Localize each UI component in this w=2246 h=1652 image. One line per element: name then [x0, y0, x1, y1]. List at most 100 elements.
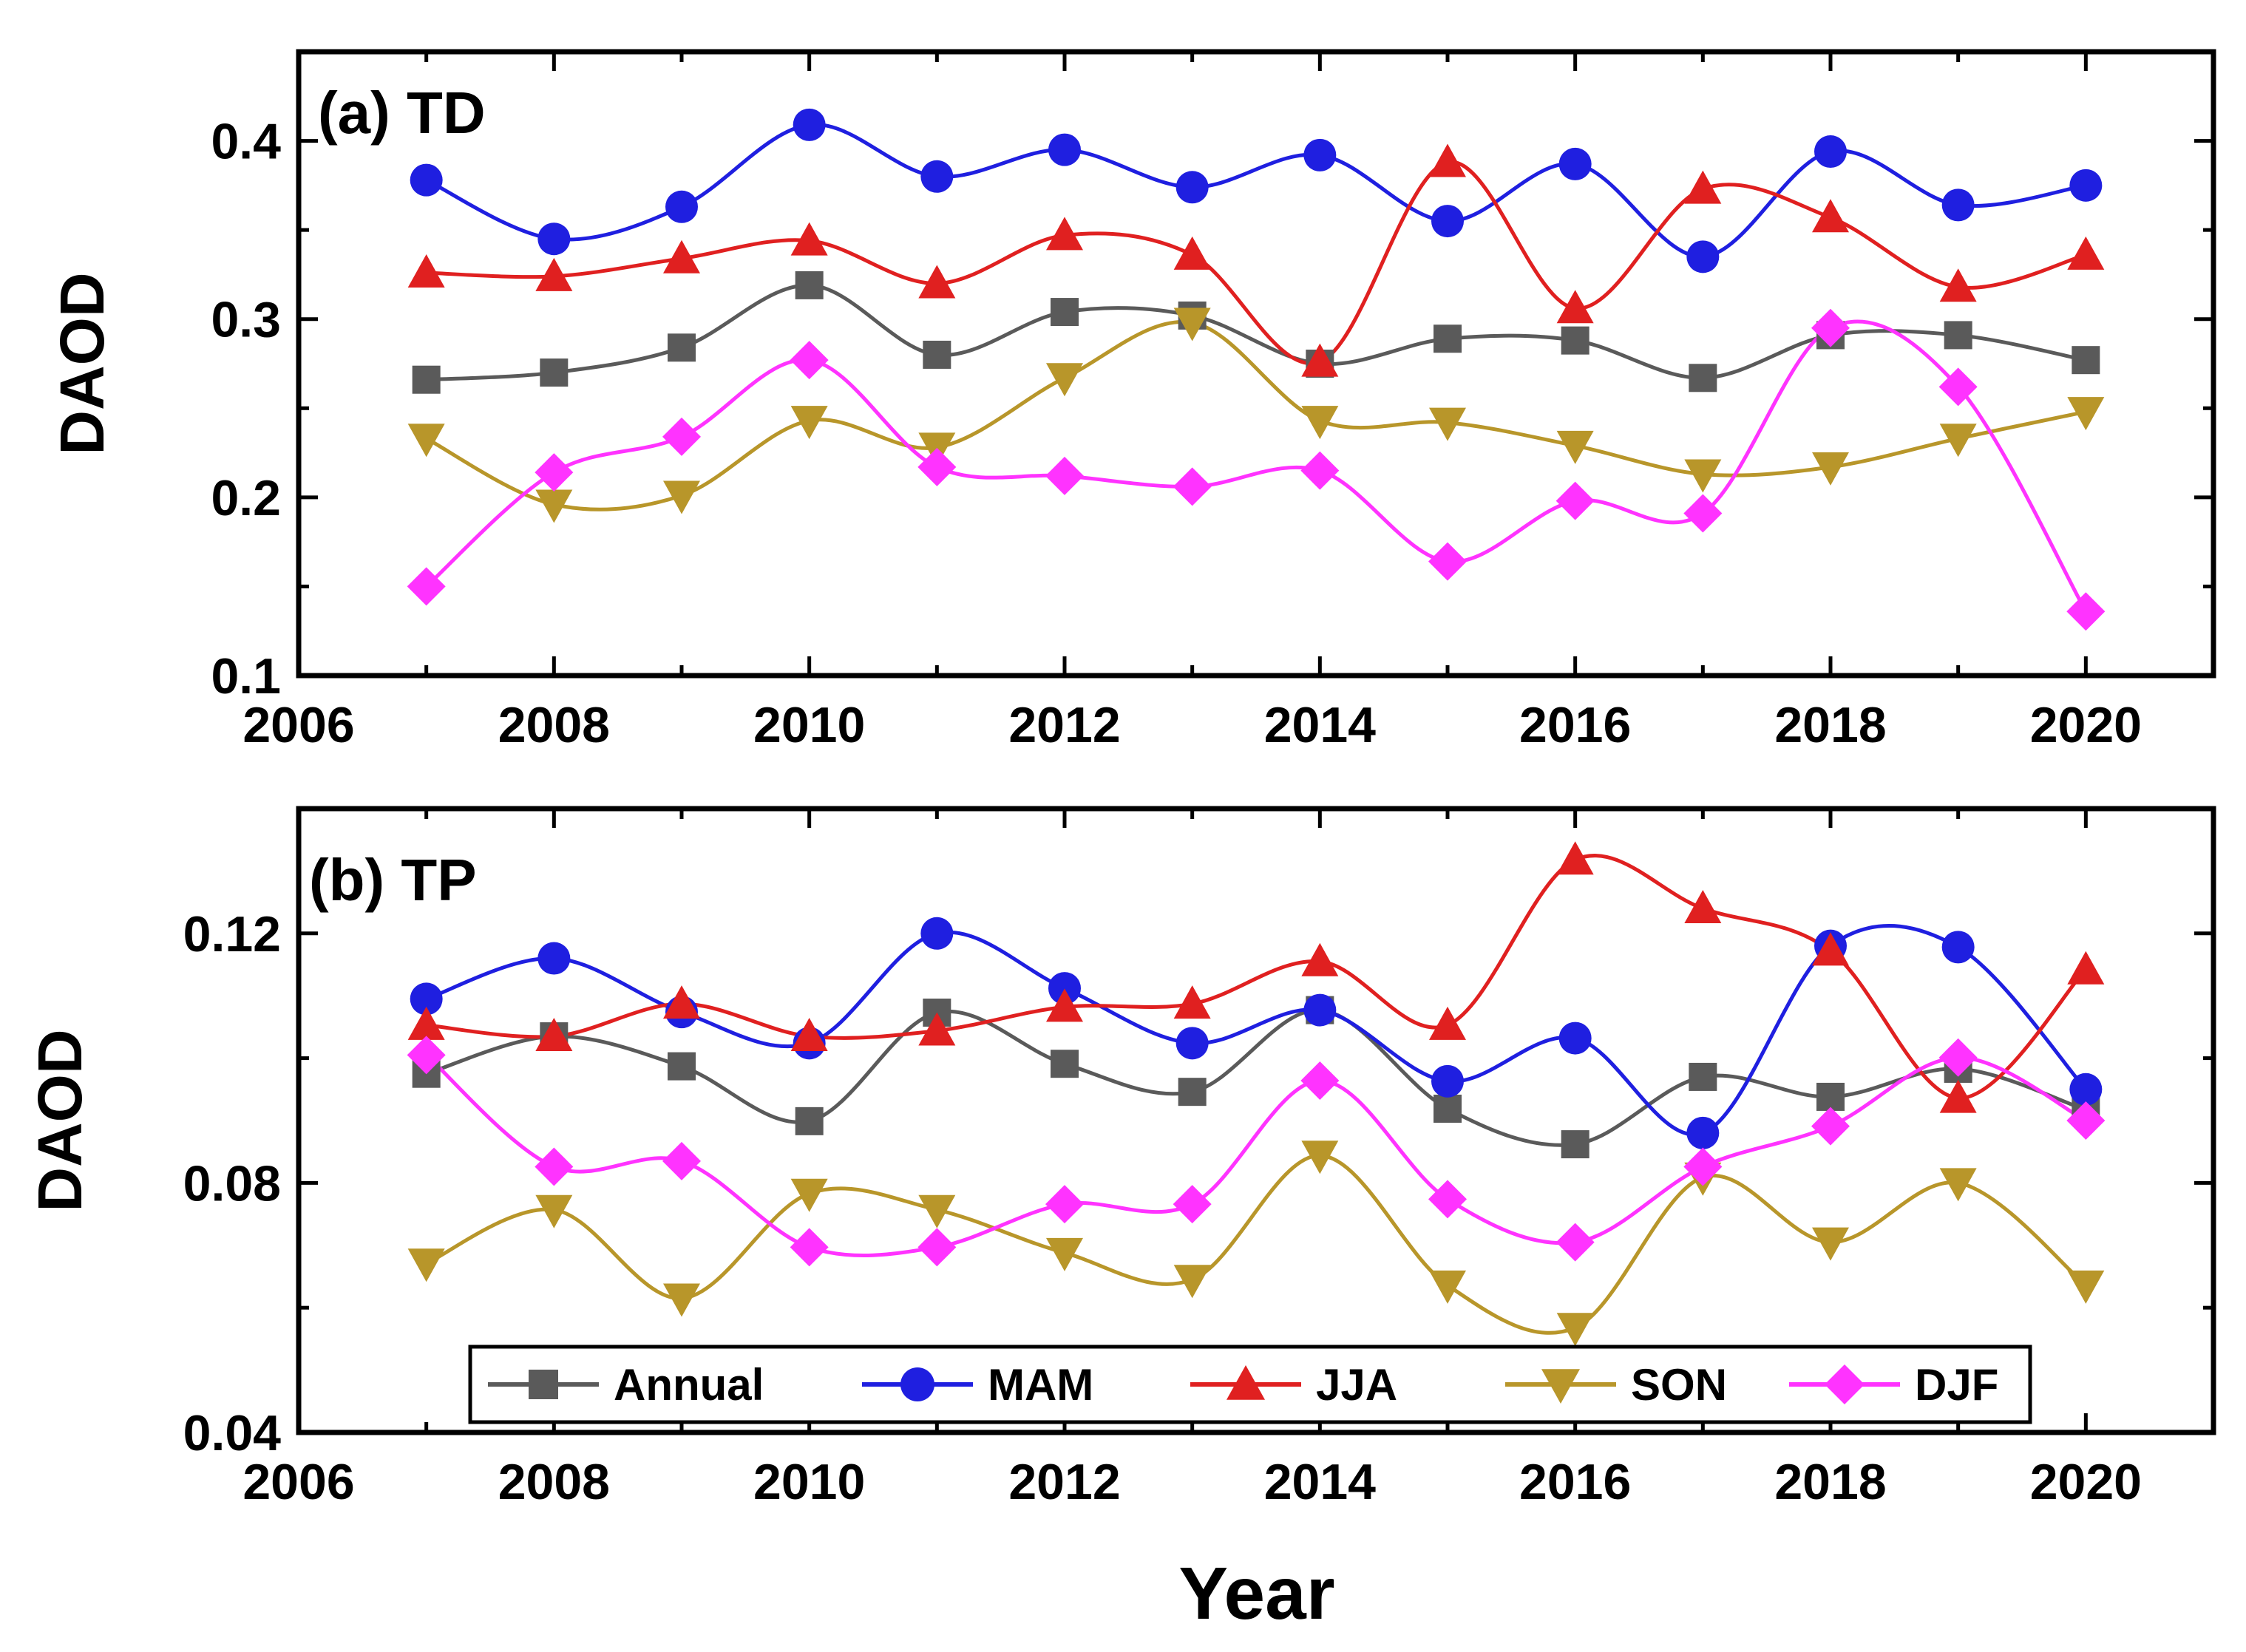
legend-marker-annual — [529, 1370, 558, 1399]
legend-label: JJA — [1316, 1360, 1397, 1410]
data-point-djf — [1555, 481, 1595, 520]
data-point-jja — [1939, 268, 1977, 302]
data-point-son — [1173, 1265, 1211, 1299]
x-tick-label: 2016 — [1519, 1454, 1631, 1510]
data-point-annual — [1178, 1078, 1207, 1107]
data-point-djf — [1811, 1107, 1850, 1146]
data-point-jja — [790, 1018, 828, 1052]
x-tick-label: 2014 — [1264, 697, 1376, 753]
data-point-son — [2067, 397, 2105, 431]
legend-marker-djf — [1825, 1364, 1865, 1404]
y-tick-label: 0.08 — [183, 1155, 281, 1211]
data-point-mam — [1686, 240, 1720, 273]
series-line-mam — [425, 123, 2086, 259]
data-point-jja — [1812, 932, 1849, 966]
legend-label: SON — [1631, 1360, 1727, 1410]
y-tick-label: 0.3 — [211, 292, 281, 348]
data-point-jja — [1556, 290, 1594, 324]
data-point-djf — [1683, 1147, 1723, 1186]
legend-label: MAM — [988, 1360, 1093, 1410]
data-point-mam — [1303, 138, 1337, 171]
data-point-annual — [1434, 1094, 1462, 1123]
x-tick-label: 2018 — [1774, 1454, 1886, 1510]
legend-item-son: SON — [1505, 1360, 1727, 1410]
data-point-son — [918, 1194, 956, 1228]
data-point-son — [407, 1248, 445, 1282]
data-point-mam — [1941, 188, 1975, 222]
data-point-jja — [407, 1006, 445, 1040]
data-point-mam — [1048, 972, 1081, 1005]
legend-marker-jja — [1227, 1365, 1265, 1400]
data-point-son — [535, 489, 573, 523]
series-line-annual — [426, 283, 2086, 382]
data-point-jja — [790, 222, 828, 256]
data-point-djf — [2066, 592, 2106, 631]
data-point-mam — [1431, 205, 1464, 238]
data-point-annual — [1051, 298, 1079, 327]
data-point-djf — [790, 341, 829, 380]
data-point-djf — [1428, 542, 1467, 581]
panel-td: 2006 2008 2010 2012 2014 2016 2018 2020 0.1 0.2 0.… — [47, 49, 2216, 753]
data-point-djf — [2066, 1101, 2106, 1140]
data-point-son — [790, 1178, 828, 1212]
data-point-djf — [1555, 1223, 1595, 1262]
x-axis-title: Year — [1178, 1552, 1334, 1635]
data-point-mam — [920, 160, 954, 193]
data-point-djf — [535, 1147, 574, 1186]
data-point-djf — [1811, 308, 1850, 347]
data-point-son — [1429, 1270, 1466, 1304]
legend-label: DJF — [1915, 1360, 1998, 1410]
y-tick-label: 0.04 — [183, 1405, 282, 1461]
data-point-son — [1939, 1168, 1977, 1202]
x-tick-label: 2006 — [242, 1454, 354, 1510]
data-point-son — [1812, 1227, 1849, 1261]
data-point-djf — [1045, 456, 1084, 495]
data-point-mam — [1558, 147, 1592, 180]
data-point-jja — [918, 1012, 956, 1046]
data-point-djf — [1938, 367, 1978, 407]
data-point-mam — [2069, 169, 2103, 202]
data-point-jja — [535, 257, 573, 291]
data-point-jja — [1684, 890, 1722, 924]
data-point-annual — [1434, 324, 1462, 353]
data-point-jja — [1301, 942, 1339, 976]
x-tick-label: 2008 — [498, 697, 610, 753]
data-point-mam — [1303, 993, 1337, 1027]
data-point-son — [2067, 1270, 2105, 1304]
data-point-djf — [1300, 1061, 1340, 1100]
data-point-jja — [1173, 236, 1211, 270]
x-tick-label: 2010 — [753, 1454, 865, 1510]
data-point-jja — [1684, 170, 1722, 204]
data-point-son — [1556, 430, 1594, 464]
data-point-djf — [1300, 451, 1340, 490]
x-tick-label: 2006 — [242, 697, 354, 753]
data-point-son — [663, 1283, 700, 1317]
data-point-jja — [1301, 343, 1339, 377]
data-point-son — [1812, 452, 1849, 486]
data-point-jja — [663, 985, 700, 1019]
series-line-son — [425, 1153, 2087, 1335]
data-point-annual — [1561, 1130, 1589, 1159]
panel-tp: 2006 2008 2010 2012 2014 2016 2018 2020 0.04 0.08… — [25, 806, 2216, 1635]
data-point-jja — [1429, 143, 1466, 177]
data-point-mam — [1431, 1064, 1464, 1098]
x-tick-label: 2016 — [1519, 697, 1631, 753]
data-point-mam — [1814, 135, 1847, 169]
plot-frame — [296, 806, 2216, 1435]
data-point-annual — [923, 340, 951, 369]
data-point-annual — [540, 358, 569, 387]
data-point-jja — [407, 254, 445, 288]
data-point-mam — [1558, 1022, 1592, 1055]
plot-frame — [296, 49, 2216, 679]
x-tick-label: 2020 — [2030, 1454, 2142, 1510]
data-point-mam — [1175, 1027, 1209, 1060]
legend: Annual MAM JJA SON DJF — [468, 1345, 2032, 1424]
series-line-annual — [425, 1008, 2087, 1147]
data-point-djf — [535, 453, 574, 492]
data-point-mam — [1686, 1116, 1720, 1149]
legend-item-jja: JJA — [1190, 1360, 1397, 1410]
legend-label: Annual — [614, 1360, 764, 1410]
x-tick-label: 2012 — [1008, 1454, 1120, 1510]
data-point-son — [1556, 1313, 1594, 1347]
